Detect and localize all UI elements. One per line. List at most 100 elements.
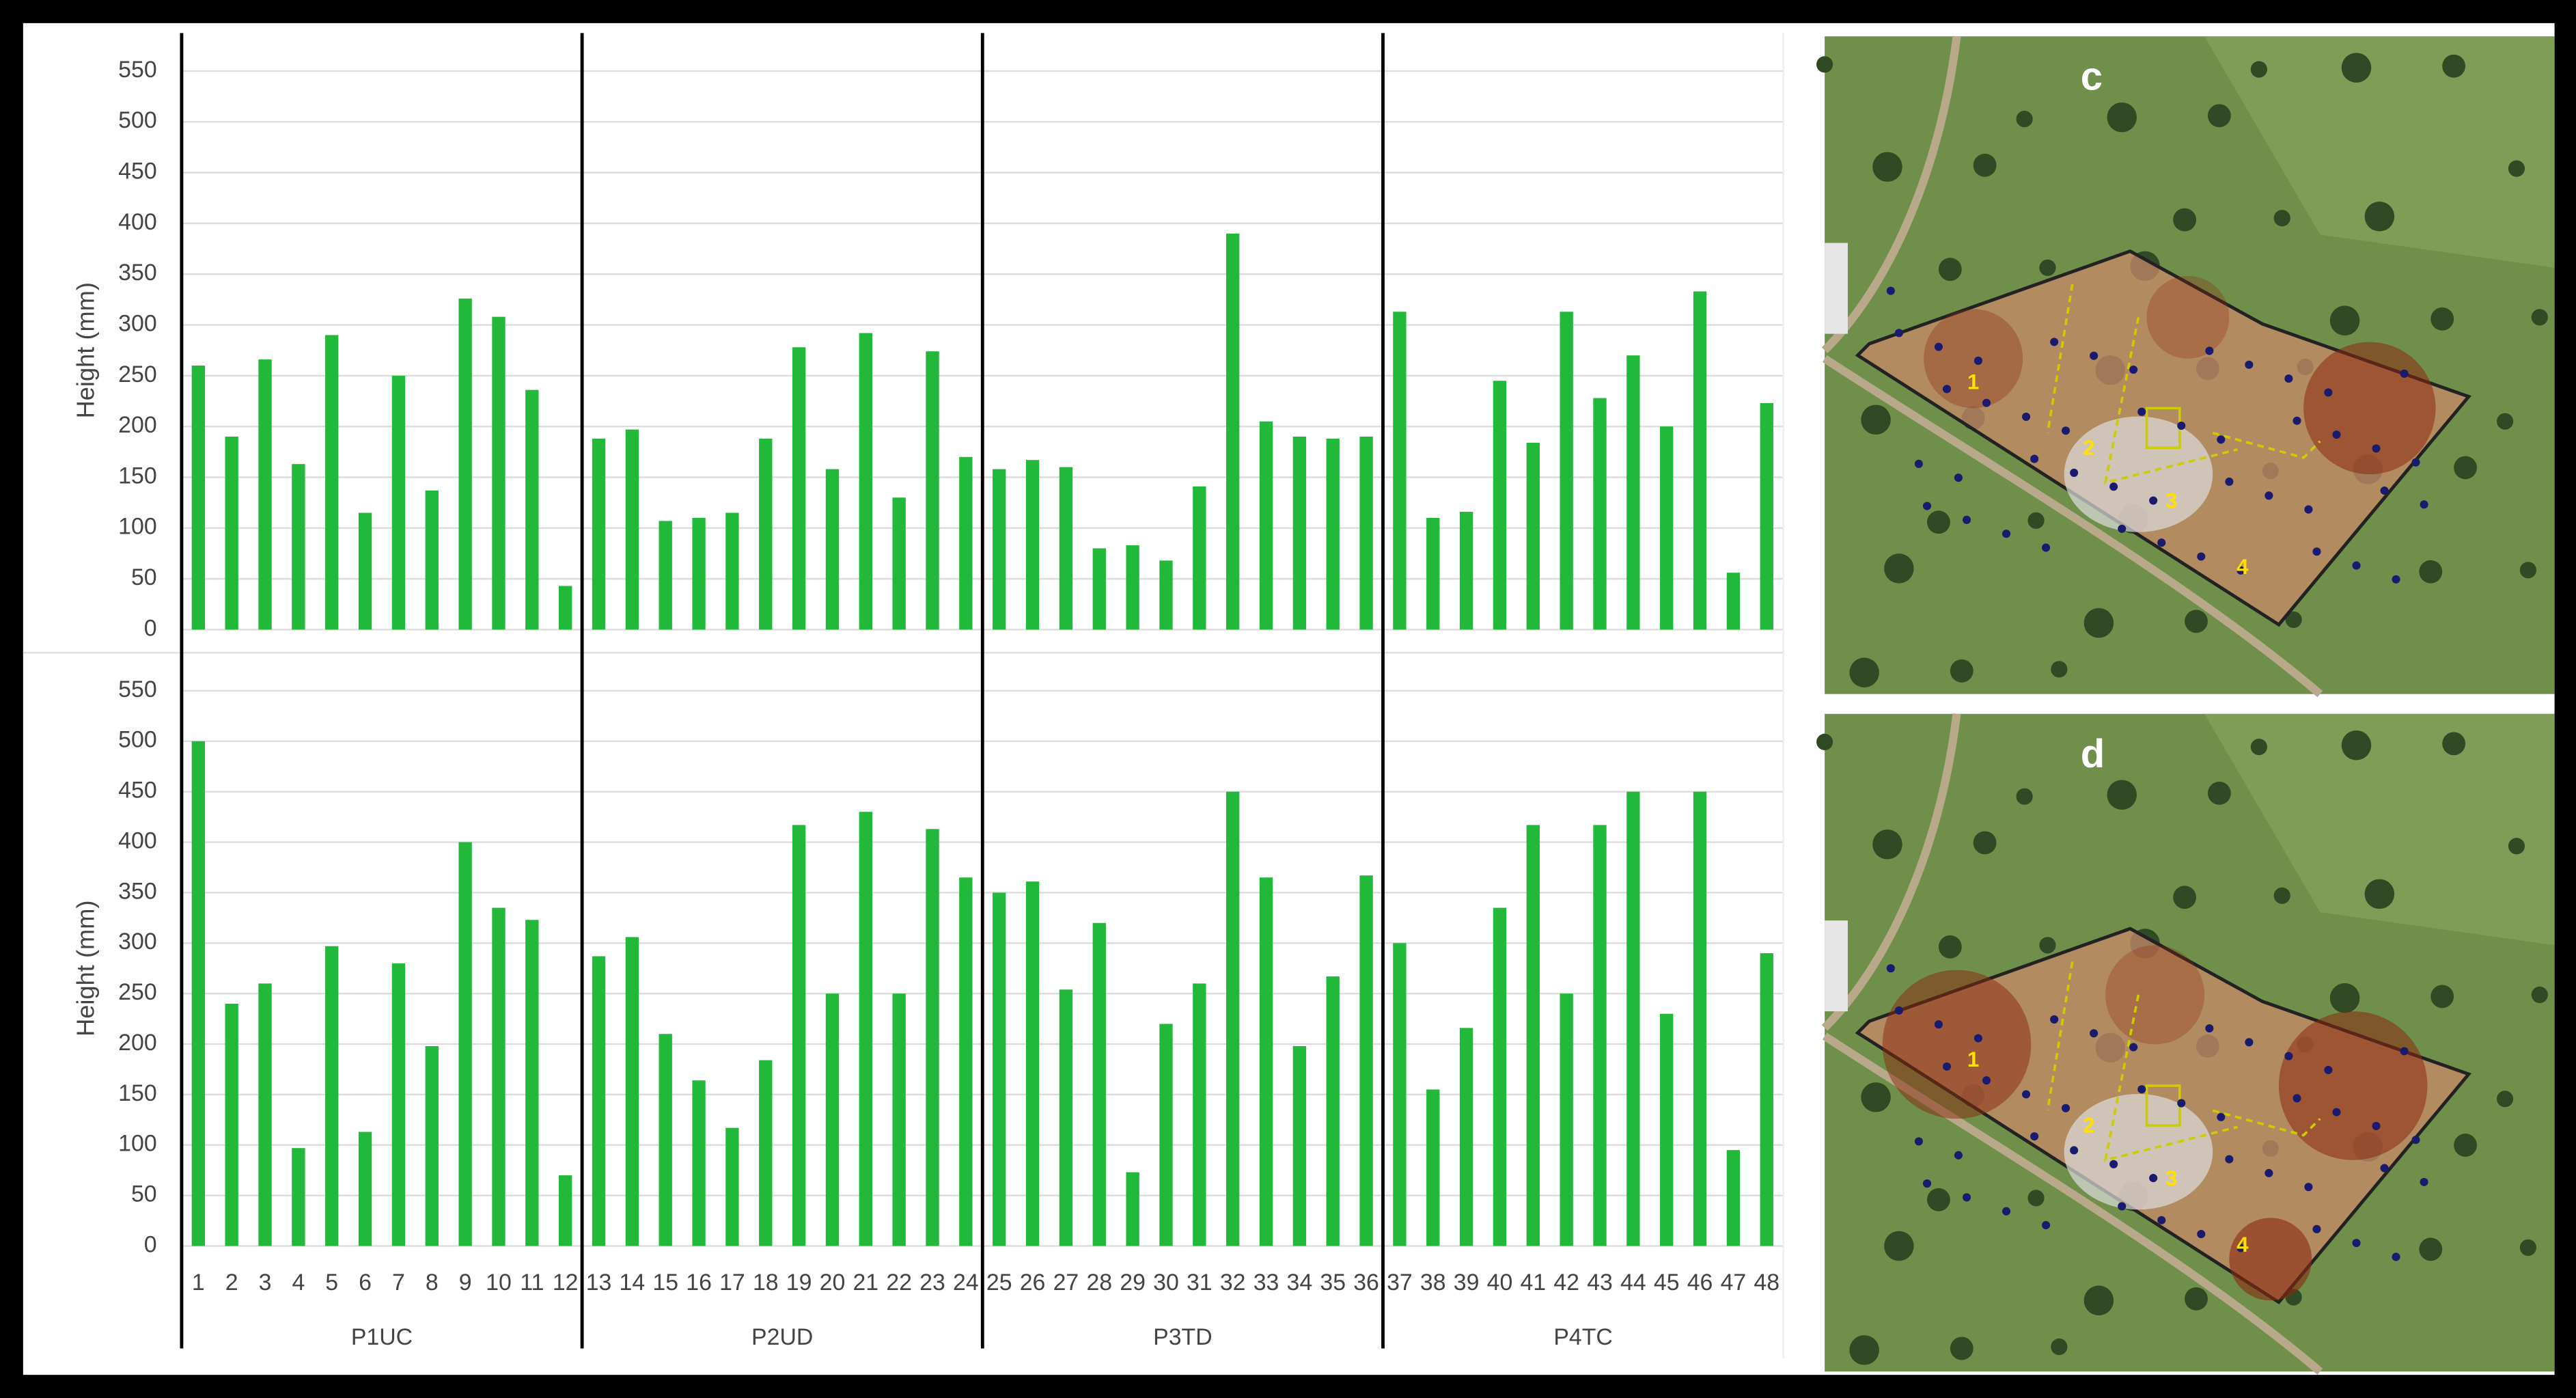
map-tree bbox=[2508, 160, 2525, 177]
bar bbox=[258, 359, 272, 630]
y-tick-label: 0 bbox=[144, 1231, 157, 1257]
bar bbox=[1359, 875, 1373, 1246]
map-sample-point bbox=[2372, 444, 2381, 453]
map-tree bbox=[2027, 512, 2045, 529]
map-sample-point bbox=[2050, 338, 2059, 346]
x-tick-label: 6 bbox=[359, 1270, 372, 1296]
bar bbox=[325, 946, 339, 1246]
map-tree bbox=[2173, 208, 2197, 232]
bar bbox=[1092, 922, 1106, 1246]
bar bbox=[191, 741, 205, 1246]
x-tick-label: 48 bbox=[1754, 1270, 1779, 1296]
map-sample-point bbox=[2400, 1047, 2409, 1056]
bar bbox=[926, 351, 939, 630]
map-tree bbox=[2442, 732, 2466, 756]
map-sample-point bbox=[2118, 524, 2127, 533]
map-hotspot bbox=[2105, 945, 2205, 1045]
map-sample-point bbox=[2042, 543, 2051, 552]
map-tree bbox=[2107, 102, 2137, 133]
map-hotspot bbox=[1924, 309, 2023, 409]
x-tick-label: 32 bbox=[1220, 1270, 1246, 1296]
map-sample-point bbox=[2265, 491, 2273, 500]
map-tree bbox=[2207, 781, 2231, 805]
map-sample-point bbox=[2205, 346, 2214, 355]
map-tree bbox=[2341, 53, 2372, 83]
bar bbox=[825, 993, 840, 1246]
map-sample-point bbox=[1922, 502, 1932, 510]
y-tick-label: 0 bbox=[144, 615, 157, 641]
x-tick-label: 47 bbox=[1721, 1270, 1747, 1296]
map-sample-point bbox=[2420, 1177, 2428, 1186]
map-tree bbox=[2250, 61, 2267, 78]
map-tree bbox=[2430, 307, 2454, 331]
bar bbox=[1626, 791, 1640, 1246]
map-tree bbox=[1849, 657, 1879, 688]
bar bbox=[659, 1034, 672, 1246]
bar bbox=[258, 983, 272, 1246]
map-sample-point bbox=[1922, 1179, 1932, 1188]
bar bbox=[1126, 545, 1139, 630]
x-tick-label: 13 bbox=[586, 1270, 612, 1296]
y-tick-label: 250 bbox=[118, 979, 156, 1005]
x-tick-label: 10 bbox=[486, 1270, 512, 1296]
bar bbox=[1526, 825, 1540, 1246]
y-tick-label: 50 bbox=[131, 1181, 157, 1207]
map-sample-point bbox=[2217, 435, 2226, 444]
map-sample-point bbox=[2217, 1112, 2226, 1121]
bar bbox=[1726, 1150, 1741, 1246]
x-tick-label: 11 bbox=[520, 1270, 544, 1296]
map-sample-point bbox=[2265, 1168, 2273, 1177]
x-tick-label: 2 bbox=[225, 1270, 238, 1296]
map-tree bbox=[1938, 935, 1962, 959]
map-tree bbox=[2531, 986, 2548, 1003]
map-sample-point bbox=[2090, 351, 2099, 360]
map-sample-point bbox=[2137, 407, 2146, 416]
bar bbox=[1126, 1172, 1139, 1246]
bar bbox=[225, 1003, 238, 1246]
bar bbox=[1593, 398, 1607, 630]
map-sample-point bbox=[1954, 474, 1963, 482]
bar bbox=[1593, 825, 1607, 1246]
map-label: c bbox=[2081, 54, 2103, 98]
map-sample-point bbox=[2002, 530, 2011, 538]
bar bbox=[1092, 548, 1106, 630]
map-sample-point bbox=[1914, 459, 1923, 468]
y-tick-label: 150 bbox=[118, 1080, 156, 1106]
map-zone-border bbox=[2046, 961, 2321, 1162]
map-sample-point bbox=[2312, 1224, 2321, 1233]
x-tick-label: 20 bbox=[820, 1270, 846, 1296]
bar bbox=[1259, 421, 1273, 630]
map-sample-point bbox=[2236, 1244, 2245, 1252]
y-tick-label: 200 bbox=[118, 1030, 156, 1056]
bar bbox=[1393, 943, 1407, 1246]
bar bbox=[993, 892, 1006, 1246]
bar bbox=[892, 993, 906, 1246]
map-sample-point bbox=[2197, 1230, 2206, 1239]
y-tick-label: 100 bbox=[118, 1131, 156, 1157]
y-tick-label: 250 bbox=[118, 361, 156, 387]
x-tick-label: 29 bbox=[1120, 1270, 1146, 1296]
x-tick-label: 46 bbox=[1687, 1270, 1713, 1296]
bar bbox=[1393, 312, 1407, 630]
map-sample-point bbox=[2324, 388, 2333, 397]
x-tick-label: 45 bbox=[1654, 1270, 1680, 1296]
x-tick-label: 30 bbox=[1153, 1270, 1179, 1296]
bar bbox=[225, 437, 238, 630]
map-sample-point bbox=[2177, 1099, 2186, 1108]
map-sample-point bbox=[2284, 374, 2293, 383]
bar bbox=[1226, 233, 1240, 630]
y-tick-label: 450 bbox=[118, 159, 156, 184]
map-tree bbox=[2273, 210, 2290, 227]
x-tick-label: 1 bbox=[192, 1270, 205, 1296]
bar bbox=[492, 316, 505, 630]
map-sample-point bbox=[2070, 1146, 2079, 1155]
map-tree bbox=[2364, 879, 2395, 909]
bar bbox=[1726, 573, 1741, 630]
map-sample-point bbox=[2411, 458, 2420, 467]
map-tree bbox=[1973, 831, 1997, 855]
map-sample-point bbox=[1973, 356, 1982, 365]
bar bbox=[1693, 791, 1707, 1246]
map-sample-point bbox=[2157, 538, 2166, 547]
map-sample-point bbox=[2225, 477, 2234, 486]
